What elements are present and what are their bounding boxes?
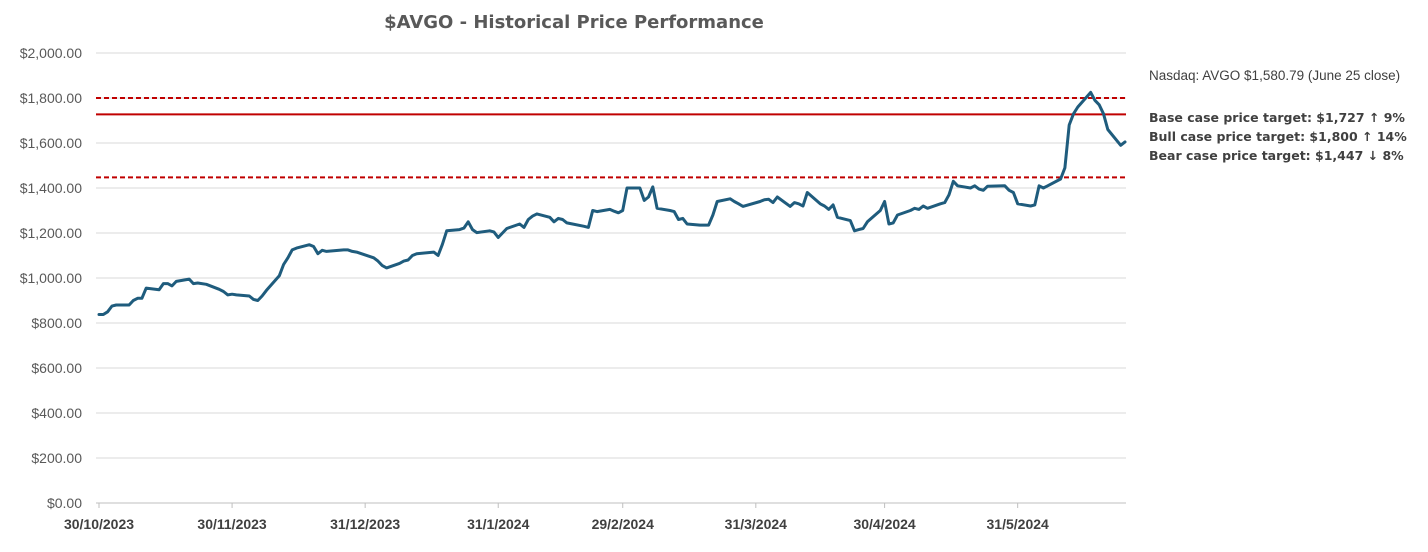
x-axis-ticks: 30/10/2023 30/11/2023 31/12/2023 31/1/2024 2… — [64, 503, 1049, 532]
series-group — [97, 90, 1127, 316]
y-tick-label: $400.00 — [31, 405, 82, 421]
y-axis-ticks: $0.00 $200.00 $400.00 $600.00 $800.00 $1,000.… — [20, 45, 83, 511]
x-tick-label: 30/11/2023 — [197, 516, 267, 532]
y-tick-label: $2,000.00 — [20, 45, 82, 61]
y-tick-label: $1,000.00 — [20, 270, 82, 286]
x-tick-label: 30/10/2023 — [64, 516, 134, 532]
x-tick-label: 31/3/2024 — [725, 516, 787, 532]
gridlines — [96, 52, 1126, 504]
x-tick-label: 29/2/2024 — [592, 516, 654, 532]
x-tick-label: 30/4/2024 — [853, 516, 915, 532]
y-tick-label: $1,400.00 — [20, 180, 82, 196]
bear-case-target: Bear case price target: $1,447 ↓ 8% — [1149, 148, 1404, 163]
y-tick-label: $600.00 — [31, 360, 82, 376]
y-tick-label: $1,200.00 — [20, 225, 82, 241]
x-tick-label: 31/5/2024 — [987, 516, 1049, 532]
y-tick-label: $1,800.00 — [20, 90, 82, 106]
x-tick-label: 31/12/2023 — [330, 516, 400, 532]
chart-title: $AVGO - Historical Price Performance — [384, 12, 764, 33]
x-tick-label: 31/1/2024 — [467, 516, 529, 532]
y-tick-label: $1,600.00 — [20, 135, 82, 151]
target-lines — [96, 97, 1126, 179]
base-case-target: Base case price target: $1,727 ↑ 9% — [1149, 110, 1405, 125]
y-tick-label: $800.00 — [31, 315, 82, 331]
bull-case-target: Bull case price target: $1,800 ↑ 14% — [1149, 129, 1407, 144]
y-tick-label: $200.00 — [31, 450, 82, 466]
series-line — [97, 90, 1127, 316]
close-price-note: Nasdaq: AVGO $1,580.79 (June 25 close) — [1149, 68, 1401, 83]
y-tick-label: $0.00 — [47, 495, 82, 511]
